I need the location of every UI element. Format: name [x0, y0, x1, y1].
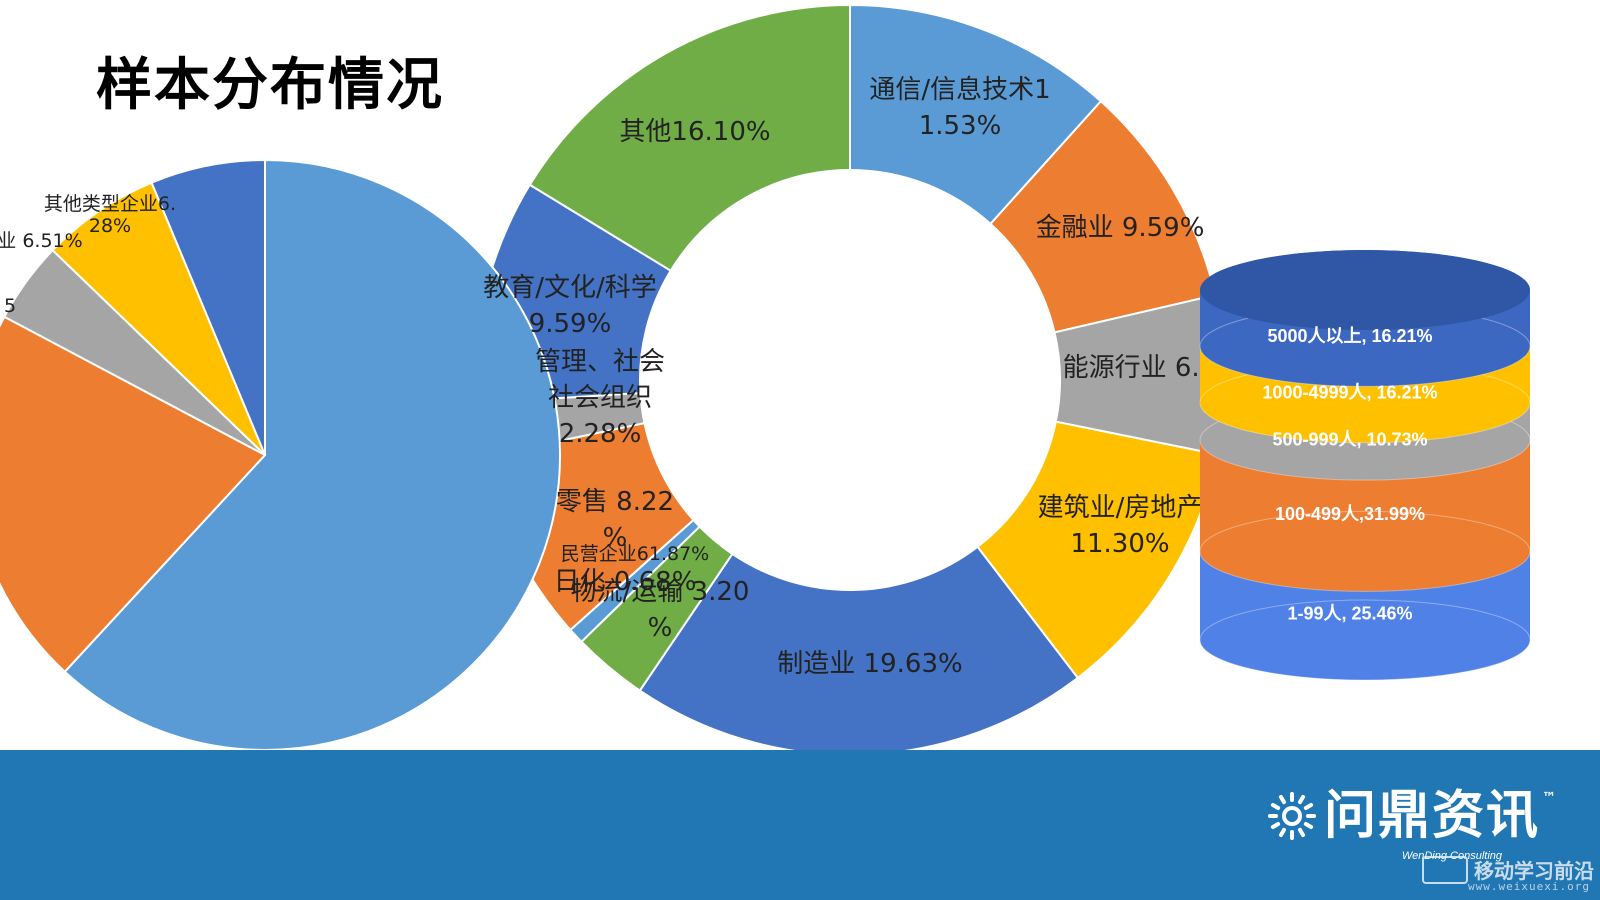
page-title: 样本分布情况 — [96, 53, 444, 118]
enterprise-type-pie-chart: 民营企业61.87%5业 6.51%其他类型企业6. 28% — [0, 158, 709, 751]
donut-label-line: 1.53% — [919, 111, 1002, 141]
donut-label-line: 2.28% — [559, 419, 642, 449]
pie-label-line: 民营企业61.87% — [561, 543, 709, 565]
stack-layer-edge — [1199, 510, 1531, 592]
donut-label: 通信/信息技术1 1.53% — [869, 75, 1050, 141]
donut-label-line: 日化 0.68% — [554, 567, 697, 597]
stack-layer — [1200, 440, 1530, 592]
footer-band — [0, 750, 1600, 900]
donut-label-line: 其他16.10% — [619, 117, 770, 147]
sun-ray — [1270, 803, 1281, 810]
donut-label: 物流/运输 3.20% — [571, 577, 750, 643]
stack-label: 5000人以上, 16.21% — [1267, 326, 1432, 346]
sun-ray — [1289, 792, 1294, 802]
donut-label-line: 教育/文化/科学 — [483, 273, 657, 303]
pie-label: 民营企业61.87% — [561, 543, 709, 565]
sun-ray — [1303, 822, 1314, 829]
donut-label-line: 零售 8.22 — [556, 487, 674, 517]
donut-label-line: 物流/运输 3.20 — [571, 577, 750, 607]
donut-label-line: 管理、社会 — [535, 347, 665, 377]
sun-ray — [1278, 827, 1286, 838]
brand-trademark: ™ — [1542, 790, 1556, 806]
pie-slice — [63, 158, 561, 751]
stack-label: 1-99人, 25.46% — [1287, 604, 1412, 624]
donut-label-line: 制造业 19.63% — [777, 649, 962, 679]
pie-slice — [150, 158, 266, 456]
donut-label-line: 金融业 9.59% — [1036, 213, 1205, 243]
pie-label: 业 6.51% — [0, 230, 83, 252]
brand-name: 问鼎资讯 — [1323, 786, 1540, 846]
sun-ray — [1297, 827, 1305, 838]
sun-ray — [1270, 822, 1281, 829]
donut-label: 金融业 9.59% — [1036, 213, 1205, 243]
donut-label-line: % — [603, 523, 628, 553]
sun-ray — [1297, 794, 1305, 805]
stack-layer-edge — [1199, 599, 1531, 681]
donut-label: 其他16.10% — [619, 117, 770, 147]
pie-slice — [0, 315, 267, 674]
donut-label: 制造业 19.63% — [777, 649, 962, 679]
watermark: 移动学习前沿 — [1422, 855, 1594, 884]
donut-label: 日化 0.68% — [554, 567, 697, 597]
sun-ray — [1305, 814, 1316, 818]
watermark-logo-icon — [1422, 855, 1468, 884]
sun-ray — [1278, 794, 1286, 805]
donut-label: 教育/文化/科学 9.59% — [483, 273, 657, 339]
pie-label-line: 其他类型企业6. — [44, 193, 176, 215]
donut-segment — [528, 3, 851, 273]
brand-logo: 问鼎资讯 ™ — [1266, 790, 1556, 846]
watermark-url: www.weixuexi.org — [1468, 880, 1590, 893]
sun-ray — [1289, 830, 1294, 840]
donut-label-line: 建筑业/房地产 — [1038, 493, 1203, 523]
pie-slice — [51, 181, 266, 456]
chart-overlay-labels: 物流/运输 3.20 %日化 0.68%零售 8.22 %管理、社会社会组织 2.28… — [483, 273, 749, 643]
sun-ray — [1267, 814, 1278, 818]
sun-ray — [1303, 803, 1314, 810]
industry-donut-chart: 通信/信息技术1 1.53%金融业 9.59%能源行业 6.74%建筑业/房地产 1… — [474, 3, 1257, 756]
stack-label: 100-499人,31.99% — [1275, 504, 1425, 524]
pie-label-line: 5 — [4, 295, 16, 317]
donut-segment — [638, 545, 1080, 756]
donut-segment — [849, 3, 1103, 226]
donut-label-line: 通信/信息技术1 — [869, 75, 1050, 105]
donut-label: 零售 8.22% — [556, 487, 674, 553]
stack-label: 1000-4999人, 16.21% — [1262, 383, 1437, 403]
donut-label-line: 9.59% — [529, 309, 612, 339]
stack-top-cap — [1200, 250, 1530, 330]
donut-label-line: % — [648, 613, 673, 643]
watermark-text: 移动学习前沿 — [1474, 859, 1594, 883]
pie-label: 5 — [4, 295, 16, 317]
stack-label: 500-999人, 10.73% — [1272, 429, 1427, 449]
pie-label-line: 28% — [89, 215, 131, 237]
company-size-stack-chart: 1-99人, 25.46% 100-499人,31.99% 500-999人, 10… — [1199, 250, 1531, 681]
sun-logo-icon — [1266, 790, 1318, 846]
donut-label-line: 社会组织 — [548, 383, 652, 413]
donut-label-line: 11.30% — [1070, 529, 1169, 559]
donut-label: 建筑业/房地产 11.30% — [1038, 493, 1203, 559]
pie-label-line: 业 6.51% — [0, 230, 83, 252]
pie-label: 其他类型企业6. 28% — [44, 193, 176, 237]
donut-label: 管理、社会社会组织 2.28% — [535, 347, 665, 449]
